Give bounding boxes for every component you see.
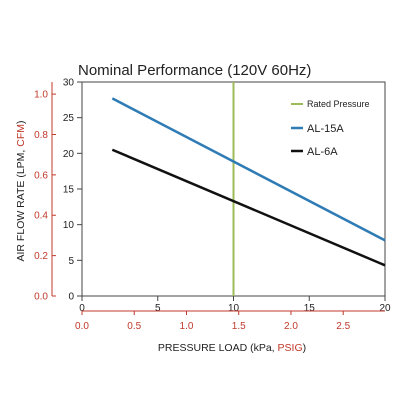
x-secondary-tick-label: 2.0: [284, 321, 298, 332]
x-secondary-tick-label: 0.5: [127, 321, 141, 332]
series-line-al-6a: [111, 148, 386, 267]
x-axis-label: PRESSURE LOAD (kPa, PSIG): [158, 342, 306, 354]
x-tick-label: 10: [228, 303, 240, 314]
x-secondary-tick-label: 0.0: [75, 321, 89, 332]
y-tick-label: 15: [63, 185, 75, 196]
series-line-al-15a: [111, 97, 386, 242]
y-tick-label: 10: [63, 220, 75, 231]
x-secondary-tick-label: 1.5: [232, 321, 246, 332]
x-tick-label: 5: [155, 303, 161, 314]
y-tick-label: 25: [63, 113, 75, 124]
y-tick-label: 0: [68, 292, 74, 303]
y-tick-label: 5: [68, 256, 74, 267]
x-secondary-tick-label: 1.0: [180, 321, 194, 332]
y-secondary-tick-label: 0.6: [34, 170, 48, 181]
legend-label-rated-pressure: Rated Pressure: [307, 99, 370, 109]
x-tick-label: 0: [79, 303, 85, 314]
y-axis-label: AIR FLOW RATE (LPM, CFM): [15, 121, 27, 262]
y-tick-label: 20: [63, 149, 75, 160]
x-tick-label: 20: [379, 303, 391, 314]
x-secondary-tick-label: 2.5: [336, 321, 350, 332]
y-tick-label: 30: [63, 78, 75, 89]
y-secondary-tick-label: 0.2: [34, 251, 48, 262]
y-secondary-tick-label: 0.0: [34, 292, 48, 303]
legend-label-al-6a: AL-6A: [307, 146, 338, 158]
y-secondary-tick-label: 0.4: [34, 211, 48, 222]
chart-title: Nominal Performance (120V 60Hz): [78, 62, 311, 79]
x-tick-label: 15: [304, 303, 316, 314]
y-secondary-tick-label: 0.8: [34, 130, 48, 141]
y-secondary-tick-label: 1.0: [34, 90, 48, 101]
legend-label-al-15a: AL-15A: [307, 123, 344, 135]
